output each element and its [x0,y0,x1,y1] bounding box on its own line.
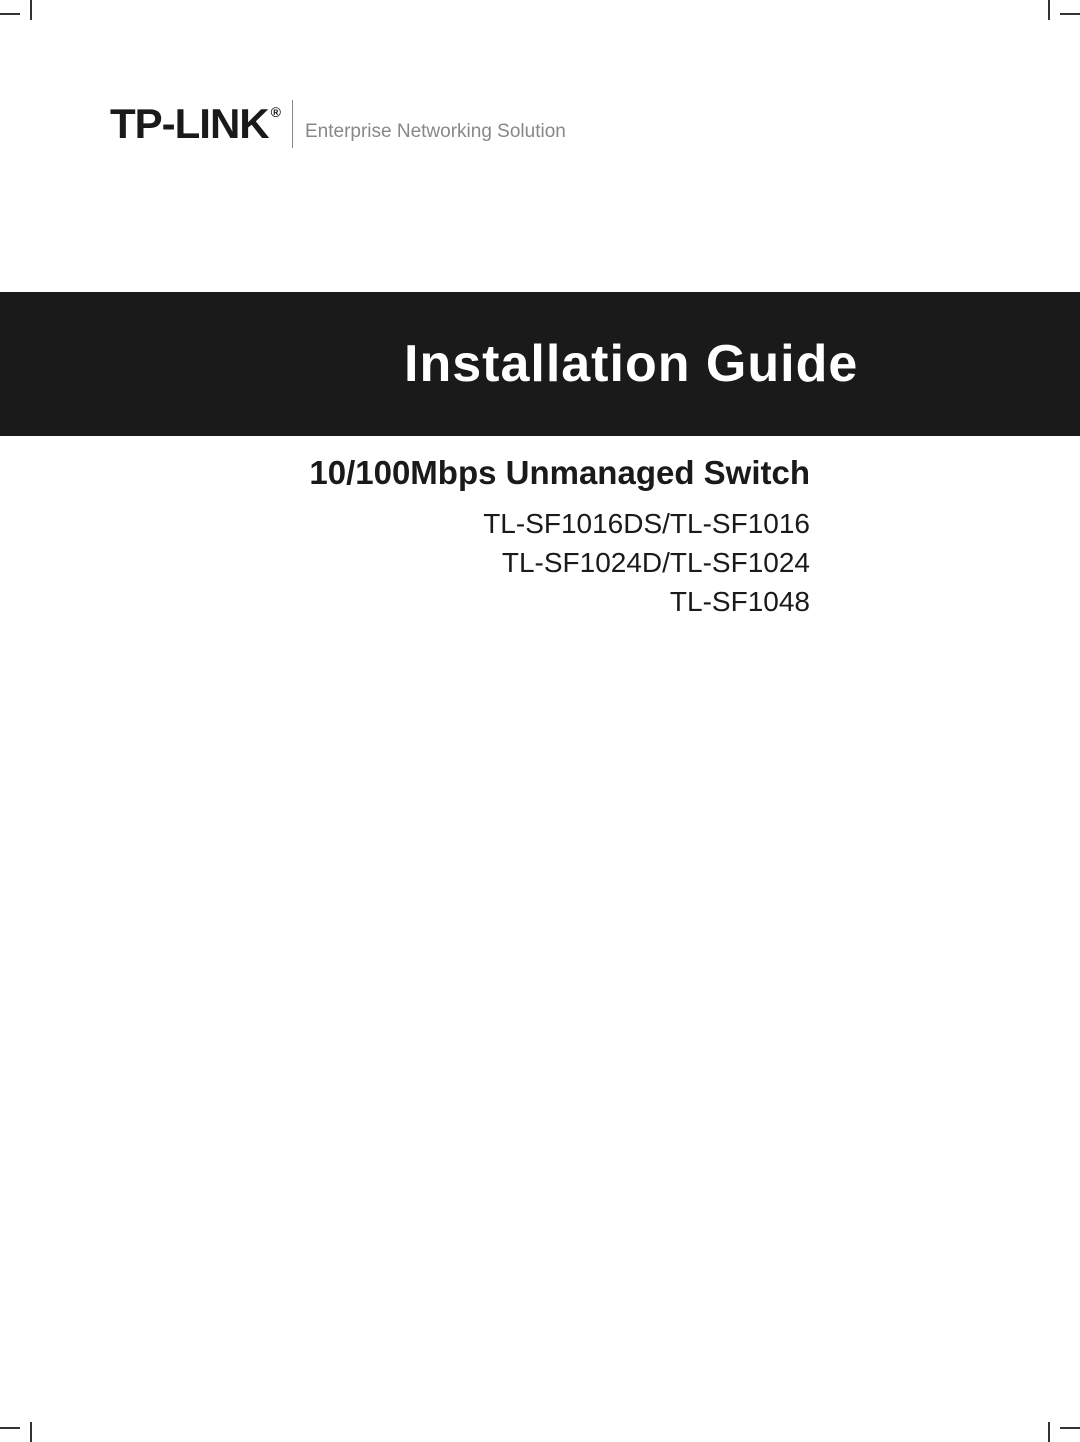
crop-mark [1060,1427,1080,1429]
document-title: Installation Guide [404,334,858,394]
brand-name: TP-LINK [110,100,269,148]
crop-mark [1048,1422,1050,1442]
brand-logo: TP-LINK ® [110,100,280,148]
title-band: Installation Guide [0,292,1080,436]
model-line: TL-SF1024D/TL-SF1024 [0,543,810,582]
crop-mark [1060,13,1080,15]
crop-mark [30,0,32,20]
crop-mark [0,13,20,15]
logo-divider [292,100,293,148]
crop-mark [1048,0,1050,20]
subtitle-block: 10/100Mbps Unmanaged Switch TL-SF1016DS/… [0,454,810,622]
crop-mark [30,1422,32,1442]
brand-tagline: Enterprise Networking Solution [305,105,566,143]
model-line: TL-SF1048 [0,582,810,621]
header: TP-LINK ® Enterprise Networking Solution [110,100,566,148]
product-subtitle: 10/100Mbps Unmanaged Switch [0,454,810,492]
registered-symbol: ® [271,104,280,120]
crop-mark [0,1427,20,1429]
model-line: TL-SF1016DS/TL-SF1016 [0,504,810,543]
